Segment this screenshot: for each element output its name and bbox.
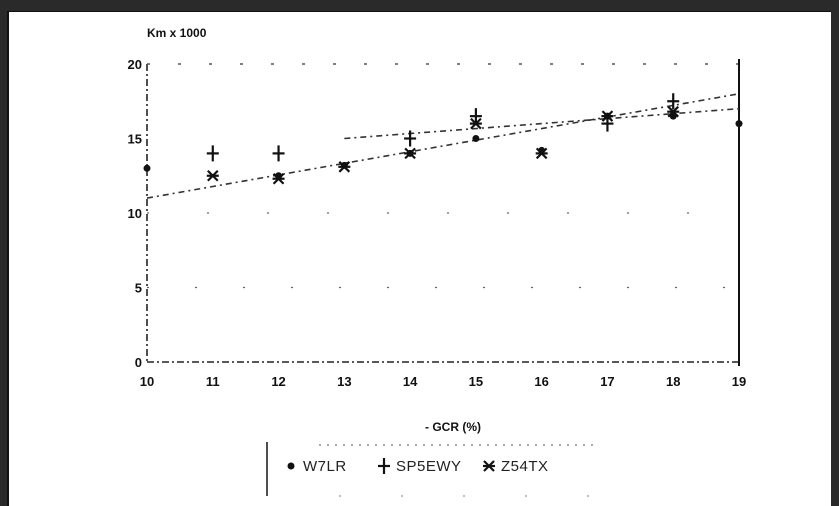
y-axis-title: Km x 1000: [147, 26, 207, 40]
point-asterisk: [404, 147, 417, 160]
data-marks: [143, 93, 743, 185]
x-tick-label: 19: [732, 374, 746, 389]
trendlines: [146, 93, 740, 199]
tick-labels: 10 11 12 13 14 15 16 17 18 19 0 5 10 15 20: [128, 57, 747, 389]
trendline: [146, 93, 740, 199]
point-dot: [735, 120, 743, 128]
legend-marker-plus: [378, 458, 390, 474]
legend-marker-asterisk: [483, 460, 495, 472]
point-asterisk: [272, 172, 285, 185]
point-asterisk: [338, 161, 351, 173]
point-plus: [206, 145, 219, 162]
point-dot: [472, 135, 480, 142]
point-asterisk: [601, 110, 614, 122]
legend: W7LR SP5EWY Z54TX: [266, 442, 599, 497]
y-tick-label: 15: [128, 132, 142, 147]
point-plus: [667, 93, 680, 110]
legend-marker-dot: [287, 462, 295, 470]
x-tick-label: 16: [534, 374, 548, 389]
point-plus: [272, 145, 285, 162]
point-asterisk: [667, 105, 680, 118]
x-tick-label: 12: [271, 374, 285, 389]
x-tick-label: 15: [469, 374, 483, 389]
y-tick-label: 10: [128, 206, 142, 221]
x-tick-label: 11: [206, 374, 220, 389]
x-axis-title: - GCR (%): [425, 420, 481, 434]
point-asterisk: [535, 147, 548, 160]
x-tick-label: 13: [337, 374, 351, 389]
y-tick-label: 0: [135, 355, 142, 370]
x-tick-label: 18: [666, 374, 680, 389]
point-asterisk: [469, 117, 482, 130]
trendline: [344, 107, 740, 140]
legend-label: W7LR: [303, 458, 347, 475]
point-plus: [601, 115, 614, 132]
point-dot: [143, 164, 151, 172]
chart-svg: Km x 1000 10 11 12 13 14 15 16 17 18 19 0 5 10 15 20 -…: [128, 26, 747, 497]
point-plus: [404, 130, 417, 147]
x-tick-label: 14: [403, 374, 418, 389]
y-tick-label: 20: [128, 57, 142, 72]
x-tick-label: 17: [600, 374, 614, 389]
legend-label: Z54TX: [501, 458, 549, 475]
legend-label: SP5EWY: [396, 458, 462, 475]
point-plus: [469, 108, 482, 125]
x-tick-label: 10: [140, 374, 154, 389]
y-tick-label: 5: [135, 281, 142, 296]
chart-frame: Km x 1000 10 11 12 13 14 15 16 17 18 19 0 5 10 15 20 -…: [7, 11, 831, 506]
chart-axes: [146, 59, 740, 366]
point-asterisk: [206, 169, 219, 182]
